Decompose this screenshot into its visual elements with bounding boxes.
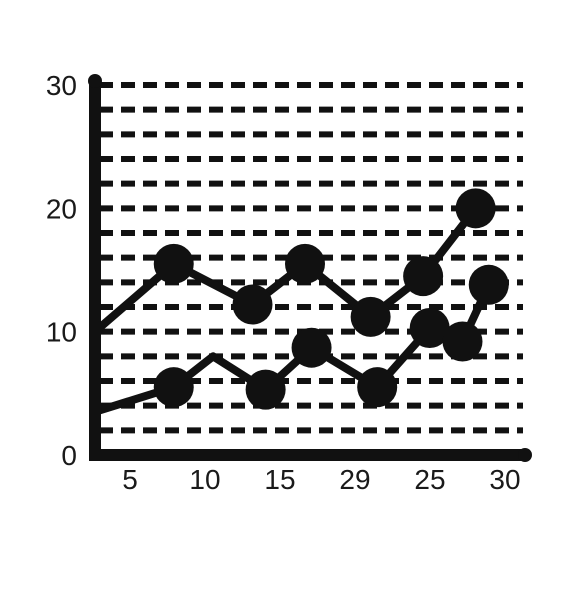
y-tick-label: 10 <box>46 317 77 348</box>
series-a-marker <box>154 244 194 284</box>
series-b-marker <box>154 367 194 407</box>
series-b-marker <box>443 322 483 362</box>
x-tick-label: 29 <box>339 464 370 495</box>
line-chart: 0 10 20 30 5 10 15 29 25 30 <box>0 0 570 600</box>
series-a-marker <box>351 297 391 337</box>
x-tick-label: 10 <box>189 464 220 495</box>
x-tick-label: 25 <box>414 464 445 495</box>
y-tick-label: 30 <box>46 70 77 101</box>
x-axis-cap-icon <box>518 448 532 462</box>
series-b-marker <box>357 367 397 407</box>
series-a-marker <box>233 285 273 325</box>
series-b-marker <box>292 328 332 368</box>
series-a-marker <box>456 188 496 228</box>
y-tick-label: 20 <box>46 193 77 224</box>
x-tick-label: 30 <box>489 464 520 495</box>
series-b-marker <box>469 265 509 305</box>
series-a-marker <box>285 244 325 284</box>
x-tick-label: 5 <box>122 464 138 495</box>
x-tick-label: 15 <box>264 464 295 495</box>
series-b-marker <box>246 370 286 410</box>
chart-svg: 0 10 20 30 5 10 15 29 25 30 <box>0 0 570 600</box>
y-tick-label: 0 <box>61 440 77 471</box>
y-axis-cap-icon <box>88 74 102 88</box>
series-a-marker <box>403 256 443 296</box>
